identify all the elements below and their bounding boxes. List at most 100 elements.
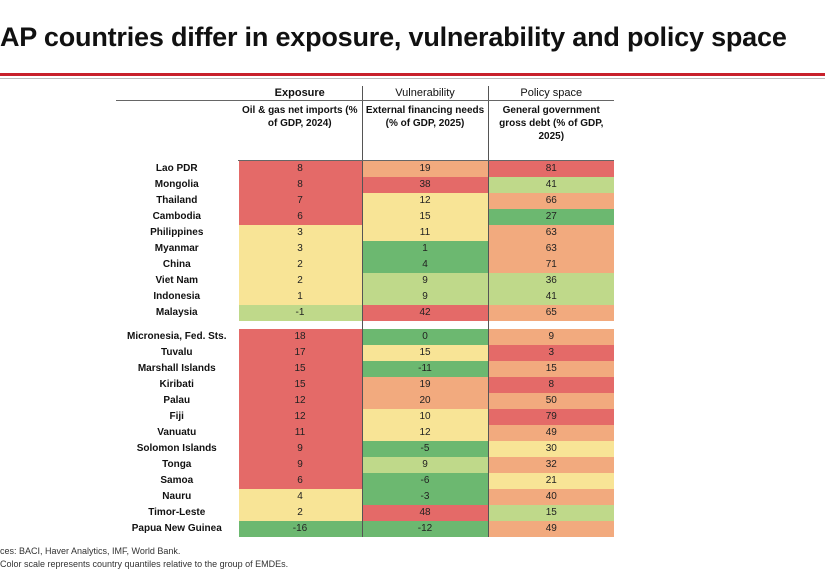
country-label: China <box>162 259 191 270</box>
vulnerability-value-cell: 9 <box>361 289 488 305</box>
vulnerability-value-cell: 0 <box>361 329 488 345</box>
country-label: Samoa <box>160 475 194 486</box>
spacer-cell <box>361 321 488 329</box>
vulnerability-value-cell: -3 <box>361 489 488 505</box>
vulnerability-value-cell: 9 <box>361 457 488 473</box>
policy-value-cell: 40 <box>487 489 614 505</box>
country-label: Myanmar <box>154 243 199 254</box>
table-row: Micronesia, Fed. Sts. 18 0 9 <box>116 329 614 345</box>
policy-value-cell: 41 <box>487 289 614 305</box>
vulnerability-value-cell: 15 <box>361 345 488 361</box>
exposure-value-cell: 4 <box>237 489 362 505</box>
chart-title: AP countries differ in exposure, vulnera… <box>0 22 787 52</box>
table-row: Papua New Guinea -16 -12 49 <box>116 521 614 537</box>
vulnerability-value-cell: 38 <box>361 177 488 193</box>
header-vulnerability: Vulnerability <box>361 86 488 101</box>
country-label: Cambodia <box>152 211 201 222</box>
policy-value-cell: 50 <box>487 393 614 409</box>
vulnerability-value-cell: 12 <box>361 425 488 441</box>
spacer-cell <box>238 321 362 329</box>
country-label: Timor-Leste <box>148 507 206 518</box>
policy-value-cell: 63 <box>487 241 614 257</box>
policy-value-cell: 8 <box>487 377 614 393</box>
policy-value-cell: 3 <box>487 345 614 361</box>
policy-value-cell: 49 <box>487 425 614 441</box>
vulnerability-value-cell: -11 <box>361 361 488 377</box>
policy-value-cell: 32 <box>487 457 614 473</box>
exposure-value-cell: 15 <box>237 377 362 393</box>
header-blank <box>116 86 238 101</box>
title-underline-grey <box>0 78 825 79</box>
country-label: Palau <box>163 395 191 406</box>
country-label: Philippines <box>150 227 204 238</box>
vulnerability-value-cell: 12 <box>361 193 488 209</box>
table-row: Kiribati 15 19 8 <box>116 377 614 393</box>
vulnerability-value-cell: 19 <box>361 377 488 393</box>
country-label: Solomon Islands <box>136 443 217 454</box>
country-label: Papua New Guinea <box>131 523 222 534</box>
subheader-government-debt: General government gross debt (% of GDP,… <box>487 100 614 161</box>
vulnerability-value-cell: 48 <box>361 505 488 521</box>
header-exposure: Exposure <box>238 86 362 101</box>
policy-value-cell: 41 <box>487 177 614 193</box>
country-label: Mongolia <box>154 179 199 190</box>
table-row: Palau 12 20 50 <box>116 393 614 409</box>
country-label: Malaysia <box>155 307 198 318</box>
table-row: Thailand 7 12 66 <box>116 193 614 209</box>
exposure-value-cell: 17 <box>237 345 362 361</box>
vulnerability-value-cell: -12 <box>361 521 488 537</box>
table-row: Tonga 9 9 32 <box>116 457 614 473</box>
country-label: Nauru <box>162 491 192 502</box>
policy-value-cell: 15 <box>487 505 614 521</box>
table-row: Fiji 12 10 79 <box>116 409 614 425</box>
policy-value-cell: 65 <box>487 305 614 321</box>
exposure-value-cell: 12 <box>237 393 362 409</box>
spacer-cell <box>116 321 238 329</box>
country-label: Tuvalu <box>161 347 193 358</box>
policy-value-cell: 79 <box>487 409 614 425</box>
source-note: ces: BACI, Haver Analytics, IMF, World B… <box>0 546 181 556</box>
exposure-value-cell: 15 <box>237 361 362 377</box>
policy-value-cell: 27 <box>487 209 614 225</box>
table-row: Lao PDR 8 19 81 <box>116 160 614 177</box>
country-label: Fiji <box>169 411 184 422</box>
table-row: Malaysia -1 42 65 <box>116 305 614 321</box>
vulnerability-value-cell: 19 <box>361 160 488 177</box>
spacer-cell <box>487 321 614 329</box>
vulnerability-value-cell: 42 <box>361 305 488 321</box>
table-row: Solomon Islands 9 -5 30 <box>116 441 614 457</box>
exposure-value-cell: -16 <box>237 521 362 537</box>
exposure-value-cell: 2 <box>237 273 362 289</box>
exposure-value-cell: 12 <box>237 409 362 425</box>
exposure-value-cell: 3 <box>237 241 362 257</box>
country-label: Marshall Islands <box>137 363 216 374</box>
subheader-oil-gas: Oil & gas net imports (% of GDP, 2024) <box>238 100 362 161</box>
policy-value-cell: 63 <box>487 225 614 241</box>
header-policy-space: Policy space <box>487 86 614 101</box>
country-label: Thailand <box>156 195 198 206</box>
exposure-value-cell: 3 <box>237 225 362 241</box>
exposure-value-cell: 18 <box>237 329 362 345</box>
exposure-value-cell: 11 <box>237 425 362 441</box>
table-row: Philippines 3 11 63 <box>116 225 614 241</box>
exposure-value-cell: 2 <box>237 257 362 273</box>
policy-value-cell: 9 <box>487 329 614 345</box>
vulnerability-value-cell: 9 <box>361 273 488 289</box>
table-row: Indonesia 1 9 41 <box>116 289 614 305</box>
table-body: Lao PDR 8 19 81 Mongolia 8 38 41 Thailand 7 12 66 Ca… <box>116 160 614 537</box>
title-underline-red <box>0 73 825 76</box>
policy-value-cell: 49 <box>487 521 614 537</box>
subheader-blank <box>116 101 238 161</box>
exposure-value-cell: 8 <box>237 177 362 193</box>
vulnerability-value-cell: 15 <box>361 209 488 225</box>
policy-value-cell: 71 <box>487 257 614 273</box>
vulnerability-value-cell: 10 <box>361 409 488 425</box>
policy-value-cell: 30 <box>487 441 614 457</box>
table-row: Vanuatu 11 12 49 <box>116 425 614 441</box>
table-row: Nauru 4 -3 40 <box>116 489 614 505</box>
exposure-value-cell: 8 <box>237 160 362 177</box>
policy-value-cell: 81 <box>487 160 614 177</box>
country-label: Micronesia, Fed. Sts. <box>127 331 227 342</box>
vulnerability-value-cell: -6 <box>361 473 488 489</box>
policy-value-cell: 66 <box>487 193 614 209</box>
